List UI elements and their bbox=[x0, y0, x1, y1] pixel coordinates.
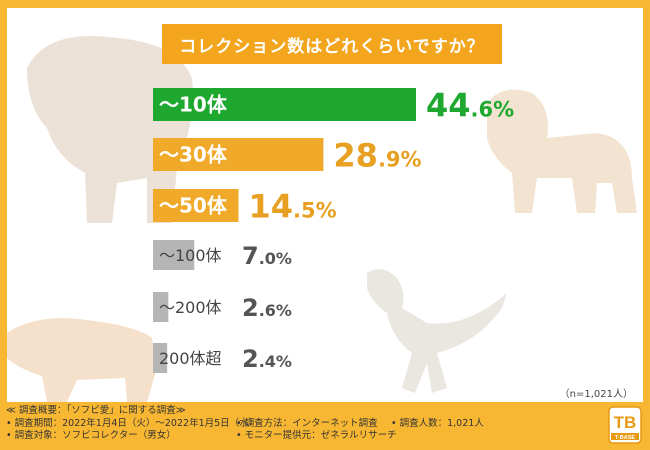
value-label: 44.6% bbox=[426, 87, 514, 125]
chart-panel: コレクション数はどれくらいですか？ 〜10体 44.6% 〜30体 28.9% 〜50体… bbox=[7, 8, 643, 402]
category-label: 〜100体 bbox=[159, 246, 222, 265]
svg-text:TB: TB bbox=[614, 413, 637, 432]
value-label: 14.5% bbox=[249, 188, 337, 226]
bar-5 bbox=[153, 292, 169, 322]
value-label: 2.6% bbox=[242, 294, 292, 322]
bar-3 bbox=[153, 189, 239, 222]
survey-period: • 調査期間：2022年1月4日（火）〜2022年1月5日（水） bbox=[6, 417, 259, 429]
survey-method: • 調査方法：インターネット調査 bbox=[236, 417, 378, 429]
survey-people: • 調査人数：1,021人 bbox=[391, 417, 484, 429]
category-label: 200体超 bbox=[159, 349, 222, 368]
bear-figure-image bbox=[7, 36, 637, 402]
value-label: 2.4% bbox=[242, 345, 292, 373]
bar-chart: 〜10体 44.6% 〜30体 28.9% 〜50体 14.5% 〜100体 7.0% 〜200… bbox=[153, 87, 514, 373]
svg-text:T-BASE: T-BASE bbox=[615, 435, 636, 441]
category-label: 〜200体 bbox=[159, 298, 222, 317]
bar-1 bbox=[153, 88, 416, 121]
category-label: 〜30体 bbox=[159, 143, 228, 167]
survey-heading: ≪ 調査概要：「ソフビ愛」に関する調査≫ bbox=[6, 405, 186, 416]
category-label: 〜10体 bbox=[159, 93, 228, 117]
survey-target: • 調査対象：ソフビコレクター（男女） bbox=[6, 430, 176, 441]
value-label: 7.0% bbox=[242, 242, 292, 270]
bar-2 bbox=[153, 138, 324, 171]
category-label: 〜50体 bbox=[159, 194, 228, 218]
chart-title: コレクション数はどれくらいですか？ bbox=[162, 24, 502, 64]
value-label: 28.9% bbox=[333, 137, 421, 175]
sample-size-note: （n=1,021人） bbox=[559, 389, 633, 400]
survey-footer: ≪ 調査概要：「ソフビ愛」に関する調査≫ • 調査期間：2022年1月4日（火）… bbox=[6, 405, 606, 447]
bar-4 bbox=[153, 240, 195, 270]
bar-6 bbox=[153, 343, 168, 373]
tbase-logo: TB T-BASE bbox=[608, 406, 642, 444]
survey-provider: • モニター提供元：ゼネラルリサーチ bbox=[236, 430, 397, 441]
